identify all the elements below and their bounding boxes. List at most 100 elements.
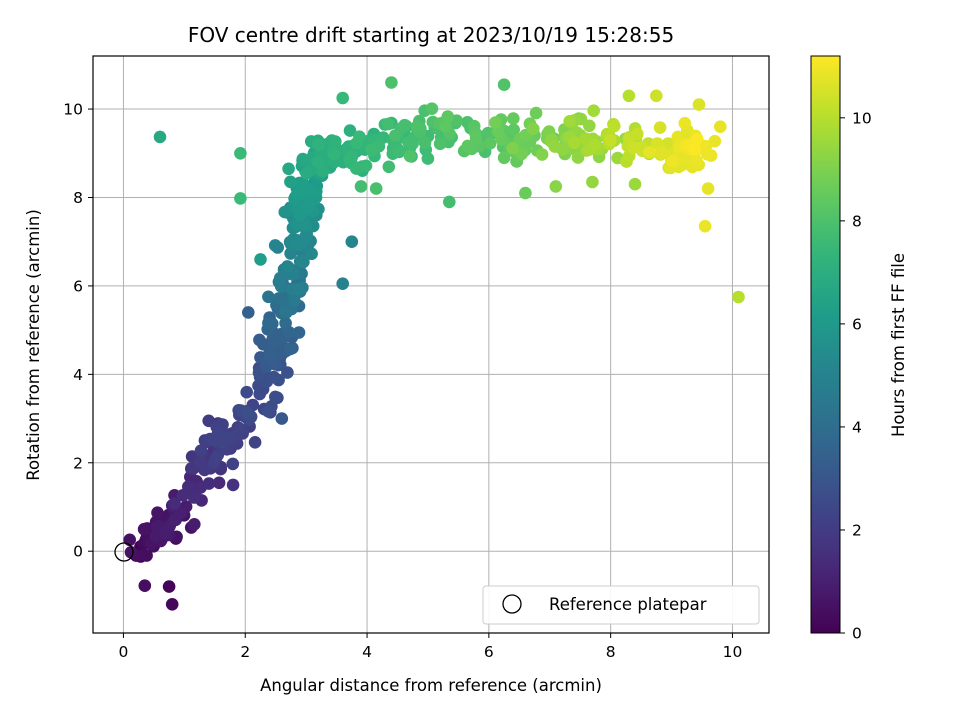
scatter-point [529, 106, 543, 120]
scatter-point [209, 451, 223, 465]
scatter-point [281, 260, 294, 273]
x-axis-label: Angular distance from reference (arcmin) [260, 676, 602, 695]
scatter-point [461, 139, 475, 153]
scatter-point [568, 136, 581, 150]
scatter-point [403, 149, 417, 163]
scatter-point [678, 116, 692, 130]
scatter-point [653, 121, 667, 134]
scatter-point [690, 132, 704, 146]
scatter-point [267, 370, 281, 384]
scatter-point [418, 136, 432, 149]
x-tick-label: 0 [119, 643, 129, 661]
colorbar-tick-label: 2 [852, 521, 862, 539]
scatter-point [248, 436, 262, 449]
chart-title: FOV centre drift starting at 2023/10/19 … [188, 23, 674, 47]
scatter-point [153, 130, 167, 144]
scatter-point [292, 326, 306, 339]
scatter-point [188, 518, 201, 531]
y-axis-label: Rotation from reference (arcmin) [24, 209, 43, 481]
scatter-point [714, 120, 727, 133]
x-tick-label: 6 [484, 643, 494, 661]
scatter-point [165, 598, 179, 611]
scatter-point [345, 235, 359, 248]
scatter-point [583, 119, 596, 133]
scatter-point [336, 91, 350, 105]
scatter-point [240, 385, 253, 399]
scatter-point [168, 497, 181, 510]
scatter-point [269, 390, 282, 404]
scatter-point [402, 136, 416, 149]
scatter-point [690, 154, 703, 168]
scatter-point [279, 304, 293, 318]
colorbar-tick-label: 6 [852, 315, 862, 333]
y-tick-label: 8 [73, 189, 83, 207]
scatter-point [359, 159, 373, 173]
scatter-point [698, 219, 712, 233]
scatter-point [382, 117, 395, 131]
scatter-point [650, 89, 663, 103]
scatter-point [506, 142, 520, 155]
y-axis-ticks: 0 2 4 6 8 10 [63, 101, 93, 561]
scatter-point [288, 294, 301, 308]
scatter-point [627, 141, 641, 154]
scatter-point [535, 148, 549, 161]
scatter-point [253, 333, 266, 347]
scatter-point [519, 186, 532, 200]
scatter-point [182, 480, 195, 494]
scatter-point [548, 140, 562, 153]
scatter-point [469, 131, 483, 145]
legend-box [482, 585, 760, 625]
colorbar-tick-label: 4 [852, 418, 862, 436]
scatter-point [185, 462, 198, 475]
scatter-point [382, 160, 396, 174]
scatter-point [622, 89, 636, 103]
scatter-point [692, 98, 706, 111]
scatter-point [254, 253, 267, 266]
scatter-point [241, 406, 254, 420]
scatter-point [187, 491, 201, 504]
scatter-point [586, 175, 599, 189]
scatter-point [284, 247, 297, 260]
scatter-point [174, 506, 187, 520]
scatter-point [425, 102, 439, 115]
scatter-point [443, 195, 456, 209]
colorbar-label: Hours from first FF file [889, 253, 908, 437]
scatter-point [283, 342, 297, 356]
colorbar [810, 55, 841, 634]
scatter-point [354, 180, 368, 193]
scatter-point [392, 145, 406, 159]
scatter-point [162, 580, 176, 593]
scatter-point [666, 154, 679, 168]
scatter-point [242, 306, 255, 319]
scatter-point [398, 118, 411, 132]
scatter-point [316, 165, 330, 178]
scatter-point [507, 112, 520, 125]
legend-marker [502, 594, 522, 614]
scatter-point [389, 129, 402, 142]
scatter-point [643, 146, 656, 159]
x-tick-label: 4 [362, 643, 372, 661]
scatter-point [608, 119, 621, 133]
reference-platepar-marker [114, 542, 134, 562]
legend: Reference platepar [482, 585, 760, 625]
y-tick-label: 6 [73, 277, 83, 295]
scatter-point [268, 239, 282, 252]
scatter-point [275, 412, 289, 425]
scatter-point [497, 78, 511, 91]
scatter-point [262, 290, 275, 304]
scatter-point [220, 433, 233, 446]
scatter-point [329, 135, 342, 148]
scatter-point [701, 182, 715, 195]
scatter-point [234, 422, 247, 436]
scatter-point [588, 138, 602, 152]
scatter-point [234, 192, 247, 205]
x-tick-label: 2 [240, 643, 250, 661]
scatter-point [261, 405, 275, 418]
scatter-point [212, 476, 226, 490]
scatter-point [327, 147, 341, 161]
legend-label: Reference platepar [549, 595, 707, 614]
scatter-point [123, 533, 136, 547]
colorbar-tick-label: 8 [852, 212, 862, 230]
scatter-point [441, 110, 455, 123]
